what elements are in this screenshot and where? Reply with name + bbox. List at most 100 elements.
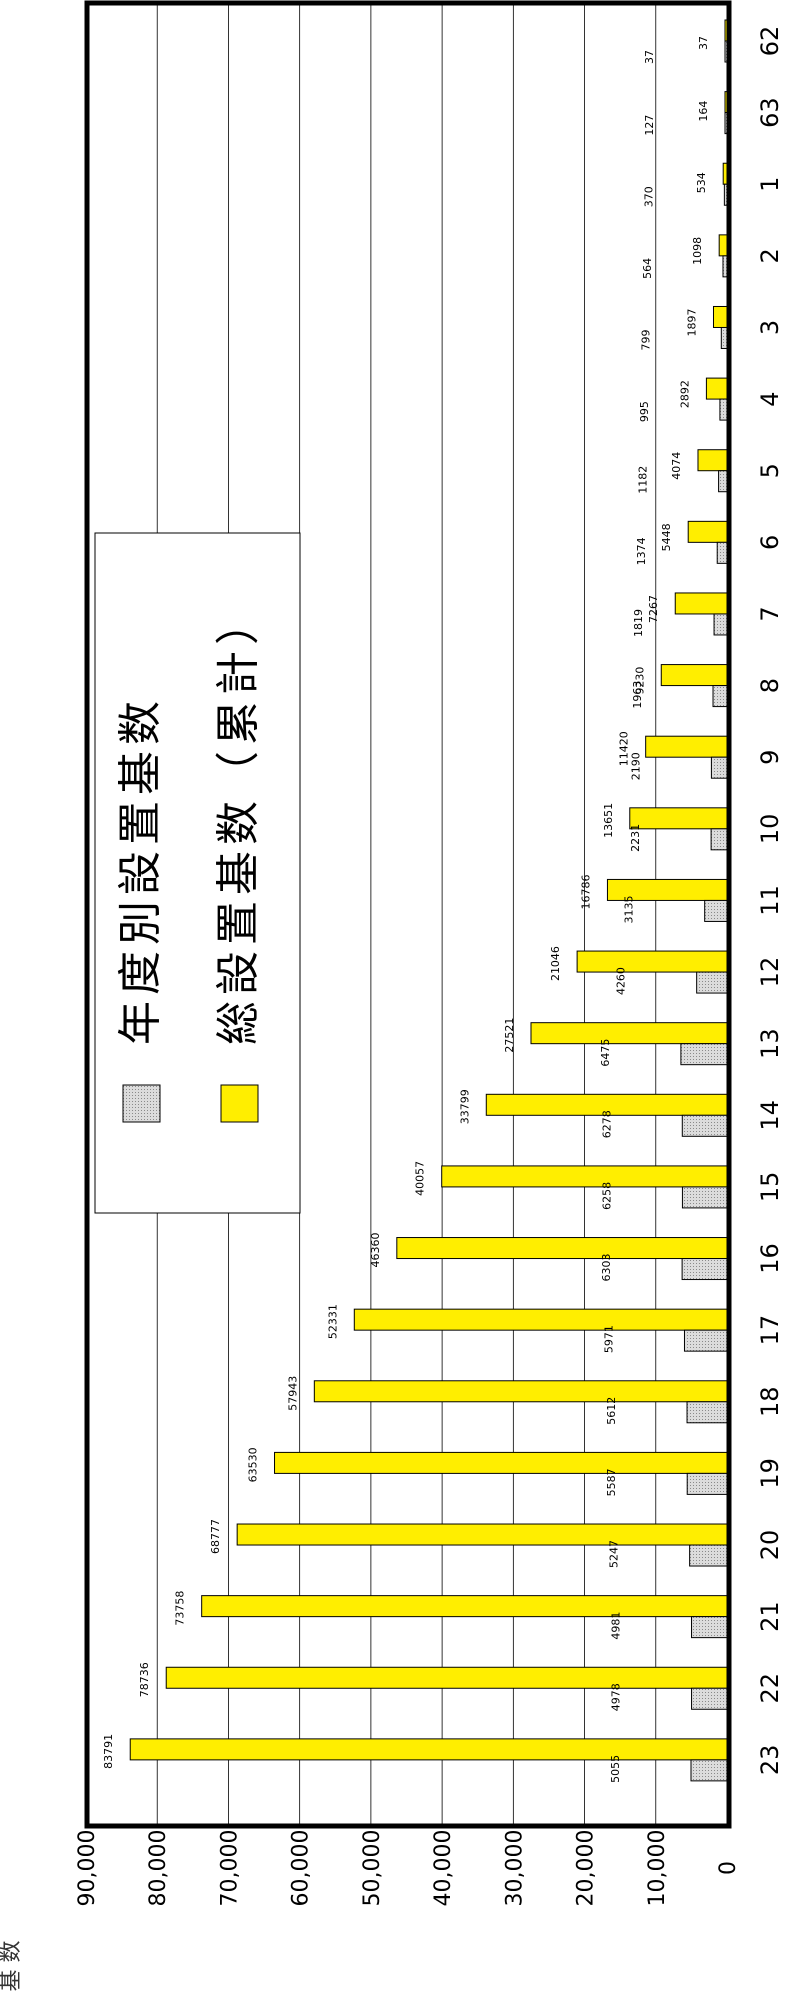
data-label-total: 11420 <box>618 731 631 766</box>
category-label: 23 <box>756 1745 784 1776</box>
category-label: 18 <box>756 1387 784 1418</box>
bar-total <box>576 950 728 973</box>
bar-annual <box>718 470 728 493</box>
data-label-total: 33799 <box>458 1089 471 1124</box>
data-label-annual: 127 <box>643 115 656 136</box>
data-label-total: 13651 <box>602 803 615 838</box>
category-label: 6 <box>756 535 784 550</box>
category-label: 3 <box>756 320 784 335</box>
bar-total <box>129 1738 728 1761</box>
data-label-total: 9230 <box>633 667 646 695</box>
bar-annual <box>722 255 728 278</box>
bar-total <box>353 1308 728 1331</box>
data-label-annual: 564 <box>641 258 654 279</box>
data-label-annual: 2190 <box>629 752 642 780</box>
bar-annual <box>710 828 728 851</box>
category-label: 4 <box>756 391 784 406</box>
legend-swatch-total <box>220 1084 259 1123</box>
bar-total <box>722 162 728 185</box>
data-label-total: 27521 <box>503 1018 516 1053</box>
category-label: 7 <box>756 606 784 621</box>
data-label-total: 83791 <box>102 1734 115 1769</box>
bar-annual <box>686 1401 728 1424</box>
category-label: 15 <box>756 1172 784 1203</box>
data-label-annual: 6278 <box>600 1110 613 1138</box>
bars <box>129 19 728 1782</box>
bar-total <box>236 1523 728 1546</box>
category-label: 63 <box>756 97 784 128</box>
data-label-total: 2892 <box>678 380 691 408</box>
data-label-annual: 6258 <box>600 1182 613 1210</box>
data-label-annual: 1374 <box>635 537 648 565</box>
data-label-annual: 799 <box>639 329 652 350</box>
data-label-annual: 6475 <box>599 1039 612 1067</box>
data-label-annual: 5587 <box>605 1468 618 1496</box>
bar-annual <box>720 326 728 349</box>
bar-total <box>705 377 728 400</box>
category-label: 21 <box>756 1601 784 1632</box>
axis-ticks: 0 10,000 20,000 30,000 40,000 50,000 60,000 70,… <box>75 1830 741 1907</box>
bar-annual <box>710 756 728 779</box>
bar-total <box>629 807 728 830</box>
bar-total <box>201 1595 728 1618</box>
data-label-annual: 6303 <box>600 1254 613 1282</box>
bar-total <box>660 664 728 687</box>
bar-annual <box>686 1472 728 1495</box>
data-label-annual: 3135 <box>623 895 636 923</box>
category-label: 17 <box>756 1315 784 1346</box>
category-label: 22 <box>756 1673 784 1704</box>
data-label-total: 4074 <box>670 452 683 480</box>
bar-annual <box>690 1759 728 1782</box>
bar-annual <box>680 1043 728 1066</box>
data-label-total: 52331 <box>326 1304 339 1339</box>
data-label-total: 534 <box>695 172 708 193</box>
axis-tick-label: 20,000 <box>574 1830 599 1907</box>
legend-label-total: 総設置基数（累計） <box>213 595 264 1045</box>
category-label: 10 <box>756 814 784 845</box>
bar-total <box>441 1165 728 1188</box>
category-label: 20 <box>756 1530 784 1561</box>
legend-label-annual: 年度別設置基数 <box>115 695 166 1045</box>
bar-total <box>674 592 728 615</box>
data-label-annual: 1963 <box>631 681 644 709</box>
category-labels: 6263123456789101112131415161718192021222… <box>756 26 784 1775</box>
bar-annual <box>704 899 728 922</box>
legend: 年度別設置基数 総設置基数（累計） <box>94 532 301 1214</box>
data-label-annual: 4260 <box>615 967 628 995</box>
data-label-annual: 4981 <box>610 1612 623 1640</box>
axis-tick-label: 30,000 <box>502 1830 527 1907</box>
bar-annual <box>712 685 728 708</box>
data-label-total: 78736 <box>138 1662 151 1697</box>
data-label-annual: 370 <box>642 186 655 207</box>
axis-tick-label: 90,000 <box>75 1830 100 1907</box>
bar-annual <box>683 1329 728 1352</box>
axis-tick-label: 80,000 <box>146 1830 171 1907</box>
category-label: 16 <box>756 1243 784 1274</box>
axis-tick-label: 70,000 <box>217 1830 242 1907</box>
category-label: 12 <box>756 957 784 988</box>
category-label: 11 <box>756 885 784 916</box>
data-label-total: 7267 <box>647 595 660 623</box>
category-label: 14 <box>756 1100 784 1131</box>
bar-total <box>687 520 728 543</box>
bar-total <box>530 1022 728 1045</box>
data-label-total: 73758 <box>174 1591 187 1626</box>
bar-annual <box>713 613 728 636</box>
data-label-total: 1098 <box>691 237 704 265</box>
bar-annual <box>716 541 728 564</box>
bar-total <box>313 1380 728 1403</box>
legend-swatch-annual <box>122 1084 161 1123</box>
data-label-total: 63530 <box>247 1447 260 1482</box>
data-labels: 37 37 164 127 534 370 1098 564 1897 799 2892 995 407… <box>102 36 710 1783</box>
bar-annual <box>681 1258 728 1281</box>
category-label: 5 <box>756 463 784 478</box>
bar-annual <box>691 1616 728 1639</box>
category-label: 8 <box>756 678 784 693</box>
data-label-annual: 5055 <box>609 1755 622 1783</box>
data-label-annual: 995 <box>638 401 651 422</box>
category-label: 19 <box>756 1458 784 1489</box>
category-label: 13 <box>756 1028 784 1059</box>
data-label-total: 5448 <box>660 523 673 551</box>
data-label-annual: 1819 <box>632 609 645 637</box>
